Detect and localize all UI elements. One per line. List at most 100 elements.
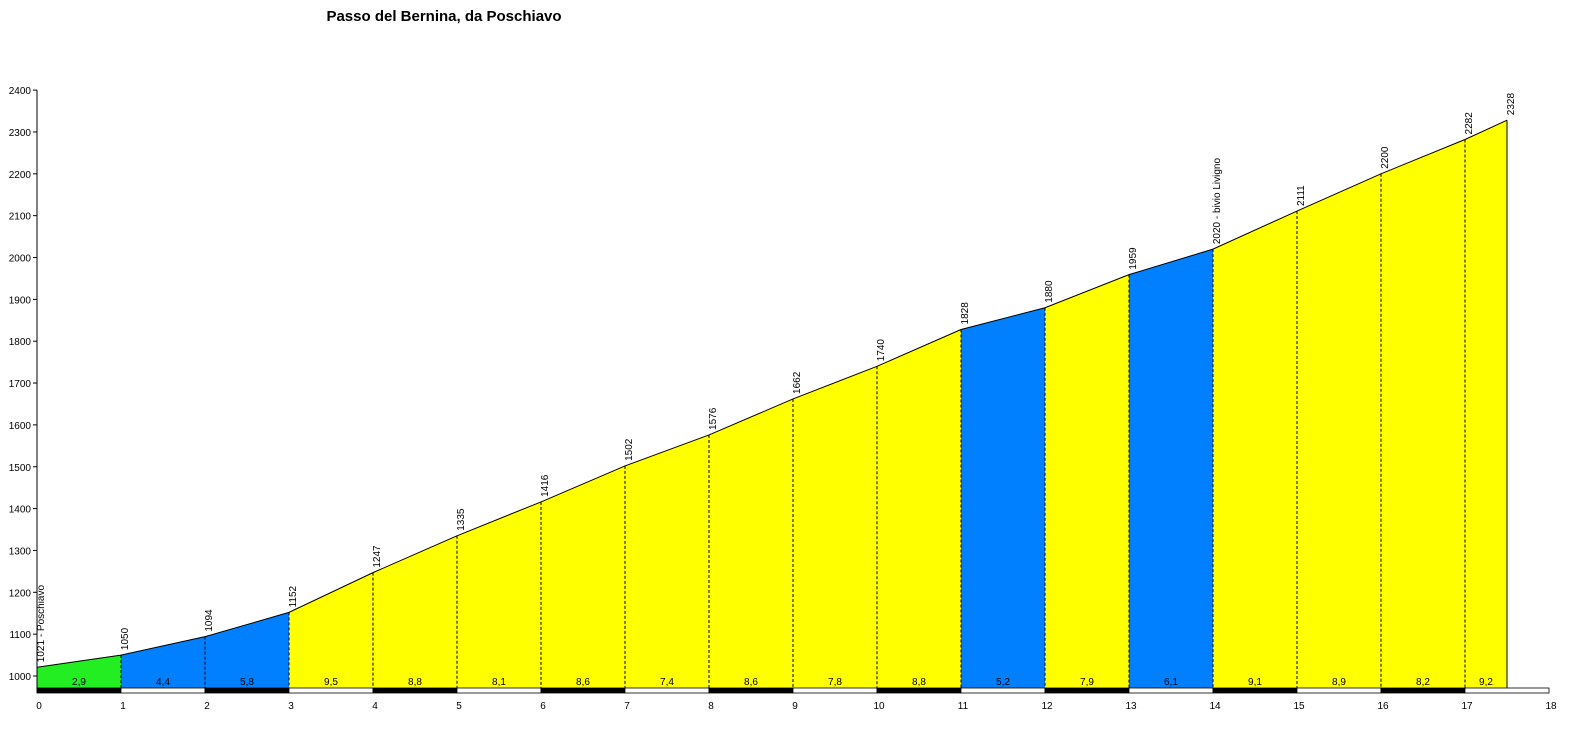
grade-label: 9,5 [324, 677, 338, 688]
x-tick-labels: 0 1 2 3 4 5 6 7 8 9 10 11 12 13 14 15 16 17 18 [36, 701, 1557, 712]
grade-label: 5,8 [240, 677, 254, 688]
x-tick-label: 4 [372, 701, 378, 712]
x-tick-label: 2 [204, 701, 210, 712]
segment-area [877, 329, 961, 688]
y-tick-label: 1000 [9, 672, 32, 683]
y-tick-label: 1100 [9, 630, 31, 641]
elevation-label: 1152 [288, 585, 299, 607]
elevation-label: 1335 [456, 508, 467, 531]
elevation-label: 1880 [1044, 280, 1055, 303]
km-bar-cell [288, 687, 374, 694]
segment-area [793, 366, 877, 688]
grade-label: 8,1 [492, 677, 506, 688]
segment-area [541, 465, 625, 688]
km-bar-cell [792, 687, 878, 694]
segment-area [1297, 173, 1381, 689]
x-tick-label: 11 [958, 701, 969, 712]
grade-labels: 2,9 4,4 5,8 9,5 8,8 8,1 8,6 7,4 8,6 7,8 8,8 5,2 7,9 6… [72, 677, 1493, 688]
segment-area [1465, 120, 1507, 689]
x-tick-label: 14 [1209, 701, 1221, 712]
segment-area [121, 636, 205, 688]
km-bar-cell [372, 687, 458, 694]
x-tick-label: 13 [1125, 701, 1137, 712]
elevation-label: 1247 [372, 545, 383, 568]
x-tick-label: 10 [873, 701, 885, 712]
grade-label: 8,6 [576, 677, 590, 688]
segment-area [961, 307, 1045, 688]
segment-area [1213, 211, 1297, 688]
grade-label: 8,2 [1416, 677, 1430, 688]
y-tick-label: 1300 [9, 546, 32, 557]
segment-area [709, 398, 793, 688]
elevation-label: 2200 [1380, 146, 1391, 169]
km-bar-cell [1128, 687, 1214, 694]
y-tick-label: 2400 [9, 86, 32, 97]
segment-area [1381, 139, 1465, 688]
km-bar-cell [1212, 687, 1298, 694]
grade-label: 9,1 [1248, 677, 1262, 688]
x-tick-label: 6 [540, 701, 546, 712]
x-tick-label: 3 [288, 701, 294, 712]
y-tick-label: 1800 [9, 337, 32, 348]
km-bar-cell [1044, 687, 1130, 694]
grade-label: 9,2 [1479, 677, 1493, 688]
profile-polyline [36, 119, 1508, 668]
y-tick-label: 1200 [9, 588, 32, 599]
y-tick-label: 1900 [9, 295, 32, 306]
y-tick-label: 1500 [9, 463, 32, 474]
grade-label: 7,8 [828, 677, 842, 688]
grade-label: 5,2 [996, 677, 1010, 688]
y-tick-label: 2300 [9, 128, 32, 139]
elevation-label: 1050 [120, 627, 131, 650]
x-tick-label: 17 [1461, 701, 1473, 712]
x-tick-label: 12 [1041, 701, 1053, 712]
grade-label: 7,4 [660, 677, 674, 688]
km-dividers [120, 139, 1466, 688]
elevation-label: 1021 - Poschiavo [36, 585, 47, 663]
x-tick-label: 16 [1377, 701, 1389, 712]
km-bar-cell [960, 687, 1046, 694]
grade-label: 8,8 [408, 677, 422, 688]
elevation-label: 2111 [1296, 185, 1307, 206]
y-tick-label: 1700 [9, 379, 32, 390]
grade-label: 8,9 [1332, 677, 1346, 688]
segment-area [205, 612, 289, 688]
grade-label: 8,8 [912, 677, 926, 688]
km-bar-cell [1464, 687, 1550, 694]
y-tick-labels: 1000 1100 1200 1300 1400 1500 1600 1700 1800 1900… [9, 86, 32, 683]
y-tick-label: 2000 [9, 254, 32, 265]
y-tick-label: 1600 [9, 421, 32, 432]
km-bar-cell [36, 687, 122, 694]
segment-area [1045, 274, 1129, 688]
elevation-label: 1416 [540, 474, 551, 497]
x-tick-label: 0 [36, 701, 42, 712]
axes [33, 89, 38, 693]
elevation-label: 1502 [624, 438, 635, 461]
km-bar-cell [456, 687, 542, 694]
y-tick-label: 2200 [9, 170, 32, 181]
y-tick-label: 1400 [9, 505, 32, 516]
elevation-label: 1662 [792, 371, 803, 394]
x-tick-label: 15 [1293, 701, 1305, 712]
grade-label: 4,4 [156, 677, 170, 688]
km-bar-cell [204, 687, 290, 694]
chart-title: Passo del Bernina, da Poschiavo [326, 8, 561, 25]
elevation-label: 1828 [960, 302, 971, 325]
grade-label: 8,6 [744, 677, 758, 688]
elevation-labels: 1021 - Poschiavo 1050 1094 1152 1247 1335 1416… [36, 93, 1517, 663]
segment-area [1129, 249, 1213, 688]
segment-area [289, 572, 373, 688]
km-bar-cell [120, 687, 206, 694]
km-bar-cell [624, 687, 710, 694]
x-tick-label: 7 [624, 701, 630, 712]
segment-area [457, 501, 541, 688]
grade-label: 2,9 [72, 677, 86, 688]
x-tick-label: 5 [456, 701, 462, 712]
elevation-label: 1094 [204, 609, 215, 632]
km-bar-cell [708, 687, 794, 694]
x-tick-label: 1 [120, 701, 126, 712]
segment-area [625, 434, 709, 688]
km-bar-cell [540, 687, 626, 694]
segment-area [373, 535, 457, 688]
